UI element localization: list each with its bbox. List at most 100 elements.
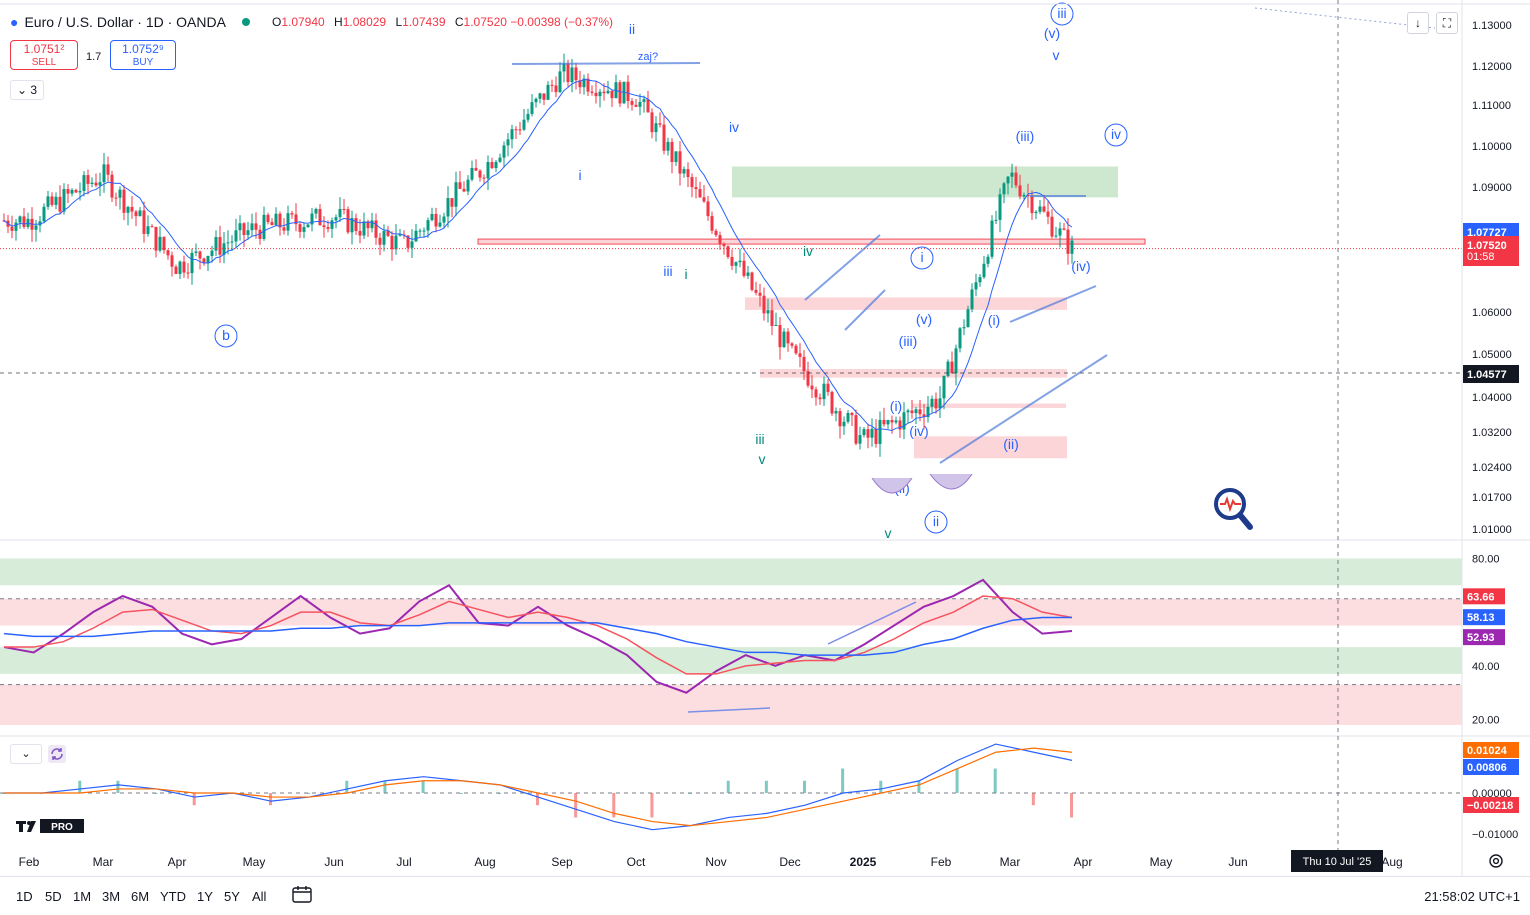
candle-body [790, 343, 794, 346]
tf-ytd[interactable]: YTD [160, 889, 186, 904]
wave-label: (v) [1044, 25, 1060, 41]
symbol-title[interactable]: Euro / U.S. Dollar · 1D · OANDA [24, 14, 226, 30]
candle-body [330, 220, 334, 229]
price-label: 1.04577 [1467, 369, 1507, 381]
candle-body [678, 151, 682, 174]
tf-1y[interactable]: 1Y [197, 889, 213, 904]
candle-body [1022, 194, 1026, 197]
rsi-value-box [1463, 629, 1505, 646]
tf-1d[interactable]: 1D [16, 889, 33, 904]
indicators-collapse-button[interactable]: ⌄ 3 [10, 80, 44, 100]
tf-1m[interactable]: 1M [73, 889, 92, 904]
buy-button[interactable]: 1.0752⁹ BUY [110, 40, 176, 70]
candle-body [714, 230, 718, 236]
candle-body [422, 230, 426, 232]
wave-label: (iii) [1016, 128, 1035, 144]
time-tick-label: 2025 [850, 855, 877, 869]
rsi-value-box [1463, 588, 1505, 605]
candle-body [778, 324, 782, 348]
settings-gear-icon[interactable] [1488, 853, 1504, 869]
price-tick-label: 1.05000 [1472, 349, 1512, 361]
candle-body [746, 272, 750, 276]
candle-body [1010, 172, 1014, 177]
macd-histogram-bar [497, 793, 501, 794]
price-pane: iiiviiiiibiviiiviv(v)(iii)(i)(iv)(ii)iiv… [0, 2, 1462, 541]
candle-body [1006, 176, 1010, 184]
sell-button[interactable]: 1.0751² SELL [10, 40, 78, 70]
candle-body [970, 289, 974, 310]
candle-body [478, 170, 482, 178]
macd-collapse-button[interactable]: ⌄ [10, 744, 42, 764]
price-tick-label: 1.10000 [1472, 141, 1512, 153]
candle-body [142, 210, 146, 234]
countdown-label: 01:58 [1467, 251, 1495, 263]
candle-body [618, 82, 622, 104]
candle-body [46, 196, 50, 207]
candle-body [66, 189, 70, 194]
candle-body [834, 411, 838, 414]
tf-5d[interactable]: 5D [45, 889, 62, 904]
candle-body [606, 90, 610, 94]
candle-body [662, 124, 666, 151]
candle-body [202, 258, 206, 264]
candle-body [998, 194, 1002, 220]
rsi-zone-red [0, 598, 1462, 626]
candle-body [74, 189, 78, 193]
candle-body [294, 214, 298, 225]
magnify-icon[interactable] [1212, 486, 1256, 534]
price-tick-label: 1.06000 [1472, 307, 1512, 319]
tf-5y[interactable]: 5Y [224, 889, 240, 904]
time-tick-label: May [1150, 855, 1173, 869]
candle-body [218, 237, 222, 255]
price-label-box [1463, 365, 1519, 383]
macd-series-line [4, 747, 1073, 827]
candle-body [794, 345, 798, 354]
candle-body [602, 91, 606, 94]
candle-body [938, 398, 942, 409]
rsi-value-box [1463, 609, 1505, 626]
wave-label: (iv) [909, 423, 928, 439]
candle-body [154, 226, 158, 251]
candles [2, 53, 1074, 457]
candle-body [802, 356, 806, 372]
price-tick-label: 1.09000 [1472, 182, 1512, 194]
macd-histogram-bar [459, 793, 463, 794]
wave-label: iii [663, 263, 672, 279]
candle-body [238, 223, 242, 231]
fit-screen-icon[interactable]: ⛶ [1436, 12, 1458, 34]
macd-histogram-bar [764, 780, 768, 793]
calendar-icon[interactable] [292, 885, 312, 903]
candle-body [498, 157, 502, 162]
candle-body [94, 182, 98, 186]
candle-body [410, 241, 414, 248]
candle-body [798, 353, 802, 357]
candle-body [826, 383, 830, 392]
candle-body [310, 213, 314, 225]
tf-all[interactable]: All [252, 889, 267, 904]
candle-body [194, 251, 198, 253]
candle-body [474, 167, 478, 171]
download-icon[interactable]: ↓ [1407, 12, 1429, 34]
refresh-icon[interactable] [48, 745, 66, 763]
candle-body [318, 208, 322, 226]
macd-value-box [1463, 759, 1519, 775]
candle-body [334, 217, 338, 221]
clock: 21:58:02 UTC+1 [1424, 889, 1520, 904]
candle-body [282, 227, 286, 231]
macd-value-box [1463, 797, 1519, 813]
moving-average-line [3, 78, 1073, 432]
tf-6m[interactable]: 6M [131, 889, 150, 904]
candle-body [134, 211, 138, 217]
candle-body [522, 119, 526, 130]
candle-body [374, 220, 378, 238]
time-tick-label: Apr [1074, 855, 1093, 869]
candle-body [638, 101, 642, 107]
candle-body [450, 198, 454, 207]
candle-body [1038, 206, 1042, 212]
wave-label: ii [933, 513, 939, 529]
macd-histogram-bar [116, 780, 120, 793]
trend-line [804, 234, 881, 301]
tf-3m[interactable]: 3M [102, 889, 121, 904]
macd-histogram-bar [78, 780, 82, 793]
